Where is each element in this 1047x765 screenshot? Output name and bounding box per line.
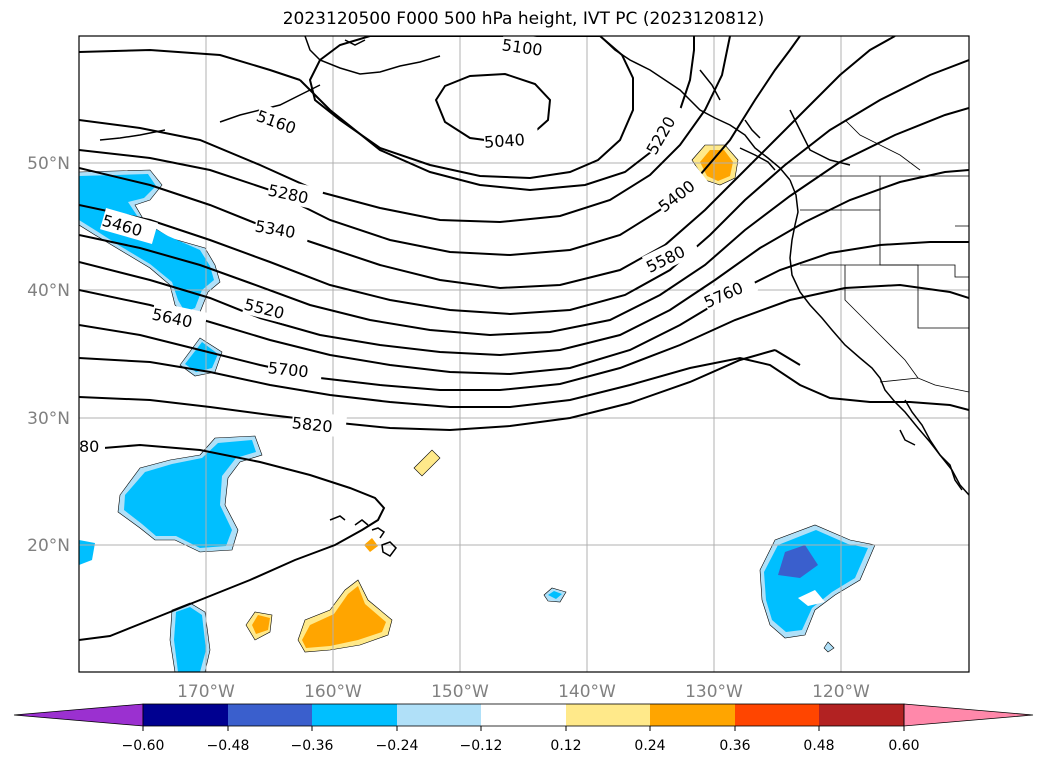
lon-label: 150°W	[431, 682, 489, 702]
height-contours	[79, 36, 969, 641]
contour-5160	[79, 36, 695, 192]
contour-5220	[79, 36, 731, 224]
contour-5640	[79, 283, 969, 391]
colorbar: −0.60 −0.48 −0.36 −0.24 −0.12 0.12 0.24 …	[13, 703, 1034, 754]
contour-5760	[79, 349, 801, 432]
lon-label: 170°W	[177, 682, 235, 702]
colorbar-segment	[481, 704, 566, 726]
colorbar-segment	[566, 704, 650, 726]
contour-label: 5100	[501, 35, 544, 59]
lon-label: 120°W	[812, 682, 870, 702]
contour-label: 5700	[267, 358, 309, 381]
colorbar-segment	[819, 704, 904, 726]
colorbar-segment	[397, 704, 481, 726]
colorbar-ticks	[142, 726, 905, 731]
ivt-shading	[79, 144, 876, 672]
colorbar-segment	[143, 704, 228, 726]
colorbar-tick-label: −0.12	[460, 738, 503, 754]
colorbar-segment	[735, 704, 819, 726]
colorbar-extend-low	[13, 703, 144, 727]
colorbar-tick-label: 0.36	[719, 738, 750, 754]
colorbar-tick-label: −0.24	[376, 738, 419, 754]
contour-5460	[79, 107, 969, 337]
colorbar-tick-label: −0.60	[122, 738, 165, 754]
map-frame	[78, 35, 970, 673]
colorbar-segment	[312, 704, 397, 726]
latitude-labels: 50°N 40°N 30°N 20°N	[27, 154, 70, 556]
colorbar-tick-label: −0.48	[207, 738, 250, 754]
longitude-labels: 170°W 160°W 150°W 140°W 130°W 120°W	[177, 682, 870, 702]
contour-label: 5820	[291, 413, 333, 436]
lon-label: 140°W	[558, 682, 616, 702]
lat-label: 20°N	[27, 536, 70, 556]
colorbar-tick-label: 0.12	[550, 738, 581, 754]
lon-label: 130°W	[685, 682, 743, 702]
lat-label: 50°N	[27, 154, 70, 174]
colorbar-segment	[228, 704, 312, 726]
contour-5400	[79, 59, 969, 316]
map-title: 2023120500 F000 500 hPa height, IVT PC (…	[282, 9, 765, 29]
contour-5580	[79, 241, 969, 376]
political-boundaries	[790, 119, 969, 393]
colorbar-tick-label: 0.48	[803, 738, 834, 754]
colorbar-tick-label: 0.60	[888, 738, 919, 754]
contour-5040	[434, 72, 552, 144]
colorbar-tick-label: −0.36	[291, 738, 334, 754]
colorbar-extend-high	[903, 703, 1034, 727]
lat-label: 40°N	[27, 281, 70, 301]
contour-5700	[79, 356, 969, 411]
contour-5280	[79, 36, 801, 257]
contour-5340	[79, 36, 896, 290]
contour-label: 80	[79, 437, 99, 456]
colorbar-segment	[650, 704, 735, 726]
contour-5100	[308, 36, 634, 180]
lat-label: 30°N	[27, 409, 70, 429]
lon-label: 160°W	[304, 682, 362, 702]
contour-label: 5040	[484, 130, 526, 152]
contour-5820	[79, 443, 386, 641]
colorbar-tick-label: 0.24	[634, 738, 665, 754]
